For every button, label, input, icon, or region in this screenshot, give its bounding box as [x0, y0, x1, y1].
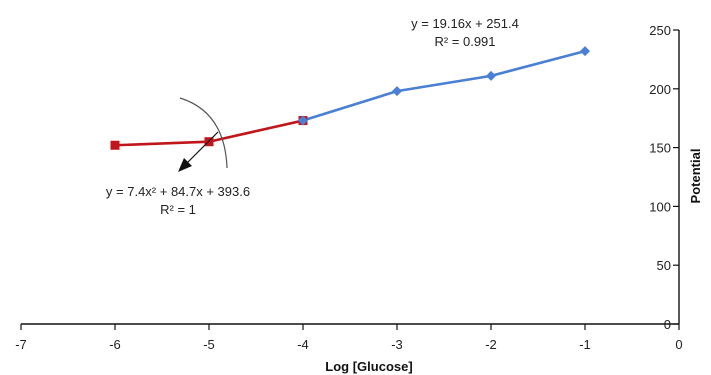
lower-r-squared: R² = 1	[160, 202, 196, 217]
axes	[20, 29, 680, 330]
x-axis-label: Log [Glucose]	[325, 359, 412, 374]
series-0-point	[110, 140, 120, 150]
series-1-point	[298, 115, 308, 126]
x-tick-label: 0	[675, 337, 682, 352]
lower-equation: y = 7.4x² + 84.7x + 393.6	[106, 184, 250, 199]
x-tick-label: -7	[15, 337, 27, 352]
upper-equation: y = 19.16x + 251.4	[411, 16, 519, 31]
upper-r-squared: R² = 0.991	[434, 34, 495, 49]
y-tick-label: 250	[649, 23, 671, 38]
x-tick-label: -1	[579, 337, 591, 352]
fit-indicator-arrow-line	[185, 131, 219, 165]
x-tick-label: -2	[485, 337, 497, 352]
fit-indicator-arc	[179, 97, 228, 169]
series-1-point	[486, 70, 496, 81]
x-tick-label: -6	[109, 337, 121, 352]
series-1-line	[302, 49, 586, 122]
y-tick-label: 150	[649, 141, 671, 156]
y-tick-labels: 0 50 100 150 200 250	[649, 23, 671, 332]
x-tick-label: -3	[391, 337, 403, 352]
x-tick-label: -5	[203, 337, 215, 352]
y-tick-label: 0	[664, 317, 671, 332]
series-1-point	[392, 86, 402, 97]
y-tick-label: 50	[657, 258, 671, 273]
y-tick-label: 200	[649, 82, 671, 97]
series-1-point	[580, 46, 590, 57]
x-tick-labels: -7 -6 -5 -4 -3 -2 -1 0	[15, 337, 682, 352]
y-tick-label: 100	[649, 199, 671, 214]
series-layer	[110, 46, 590, 150]
y-axis-label: Potential	[688, 149, 703, 204]
x-tick-label: -4	[297, 337, 309, 352]
fit-indicator-arrowhead	[178, 158, 192, 172]
